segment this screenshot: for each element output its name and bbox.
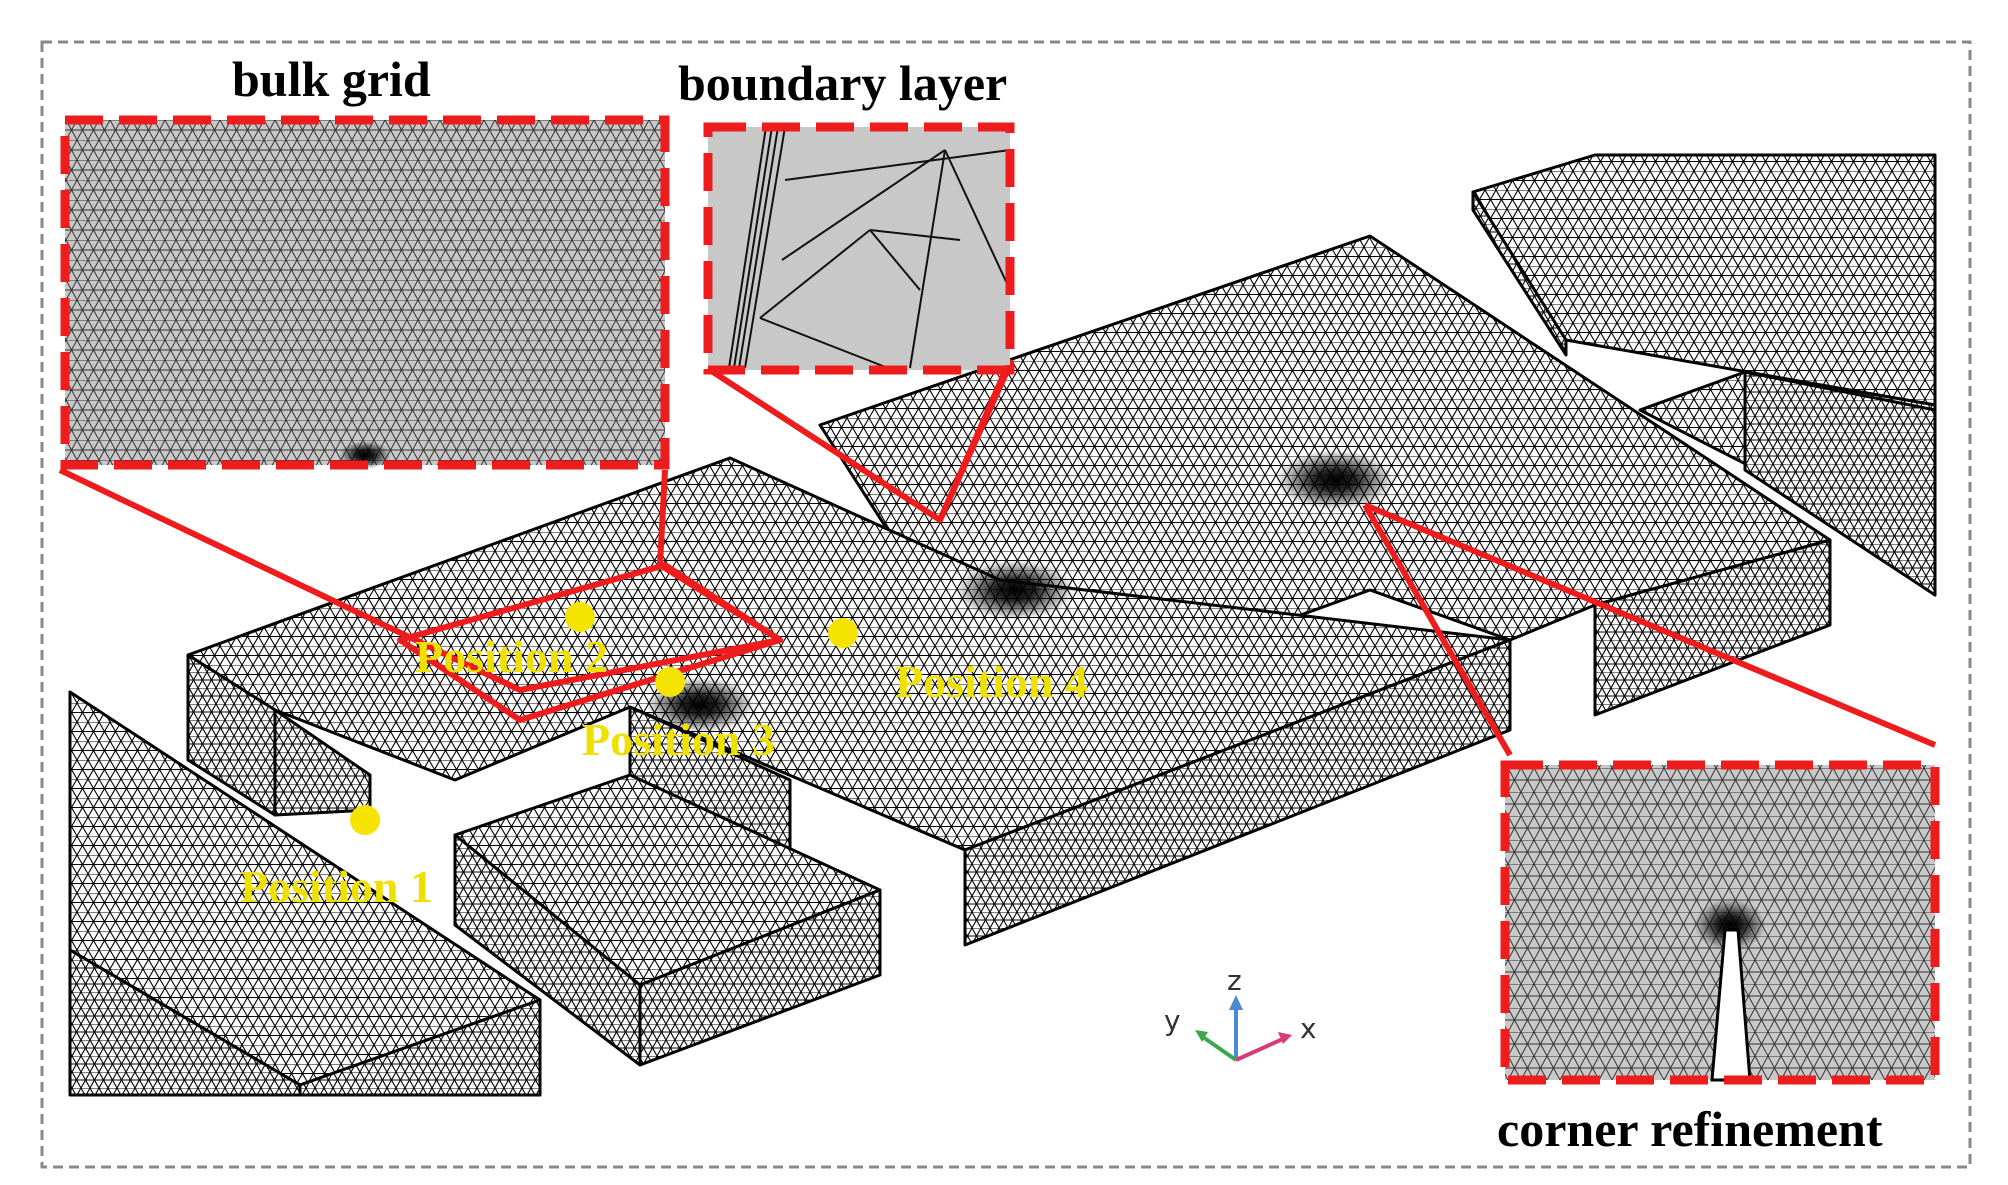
slab-center-front <box>963 638 1512 947</box>
axis-triad: z y x <box>1164 964 1317 1062</box>
position-4-label: Position 4 <box>895 656 1088 707</box>
position-2-label: Position 2 <box>415 631 608 682</box>
y-axis <box>1198 1033 1238 1062</box>
corner-connector-left <box>1362 503 1513 757</box>
z-axis-label: z <box>1227 964 1242 997</box>
x-axis-label: x <box>1300 1012 1317 1045</box>
inset-corner-refinement <box>1500 760 1940 1085</box>
inset-boundary-layer <box>703 122 1015 375</box>
bulk-grid-title: bulk grid <box>232 51 431 107</box>
refinement-spots <box>645 450 1395 733</box>
refinement-spot-right <box>1275 450 1395 510</box>
position-4-marker <box>828 618 858 648</box>
boundary-layer-connector-right <box>937 358 1015 522</box>
position-markers <box>350 602 858 835</box>
corner-refinement-frame <box>1500 760 1940 1085</box>
corner-refinement-spot <box>1694 899 1766 951</box>
slab-main-front <box>1593 538 1832 717</box>
position-2-marker <box>565 602 595 632</box>
position-1-label: Position 1 <box>240 861 433 912</box>
position-3-label: Position 3 <box>582 714 775 765</box>
corner-connector-right <box>1363 502 1937 748</box>
refinement-spot-center <box>955 560 1075 620</box>
block-left-lower-front <box>638 888 882 1067</box>
block-far-right-side <box>1471 190 1568 357</box>
x-axis-arrow <box>1278 1032 1292 1044</box>
block-far-left-face <box>68 948 302 1097</box>
position-3-marker <box>655 667 685 697</box>
boundary-layer-title: boundary layer <box>678 55 1007 111</box>
corner-refinement-title: corner refinement <box>1497 1101 1883 1157</box>
x-axis <box>1235 1036 1286 1062</box>
inset-bulk-grid <box>60 115 670 470</box>
z-axis-arrow <box>1229 995 1243 1010</box>
figure-frame <box>40 40 1972 1169</box>
bulk-grid-region <box>397 562 783 723</box>
y-axis-arrow <box>1195 1030 1208 1042</box>
block-right-lower-side <box>1743 370 1937 597</box>
bulk-grid-image <box>65 120 665 465</box>
y-axis-label: y <box>1164 1004 1181 1037</box>
position-1-marker <box>350 805 380 835</box>
bulk-grid-frame <box>60 115 670 470</box>
callout-connectors <box>58 358 1937 757</box>
